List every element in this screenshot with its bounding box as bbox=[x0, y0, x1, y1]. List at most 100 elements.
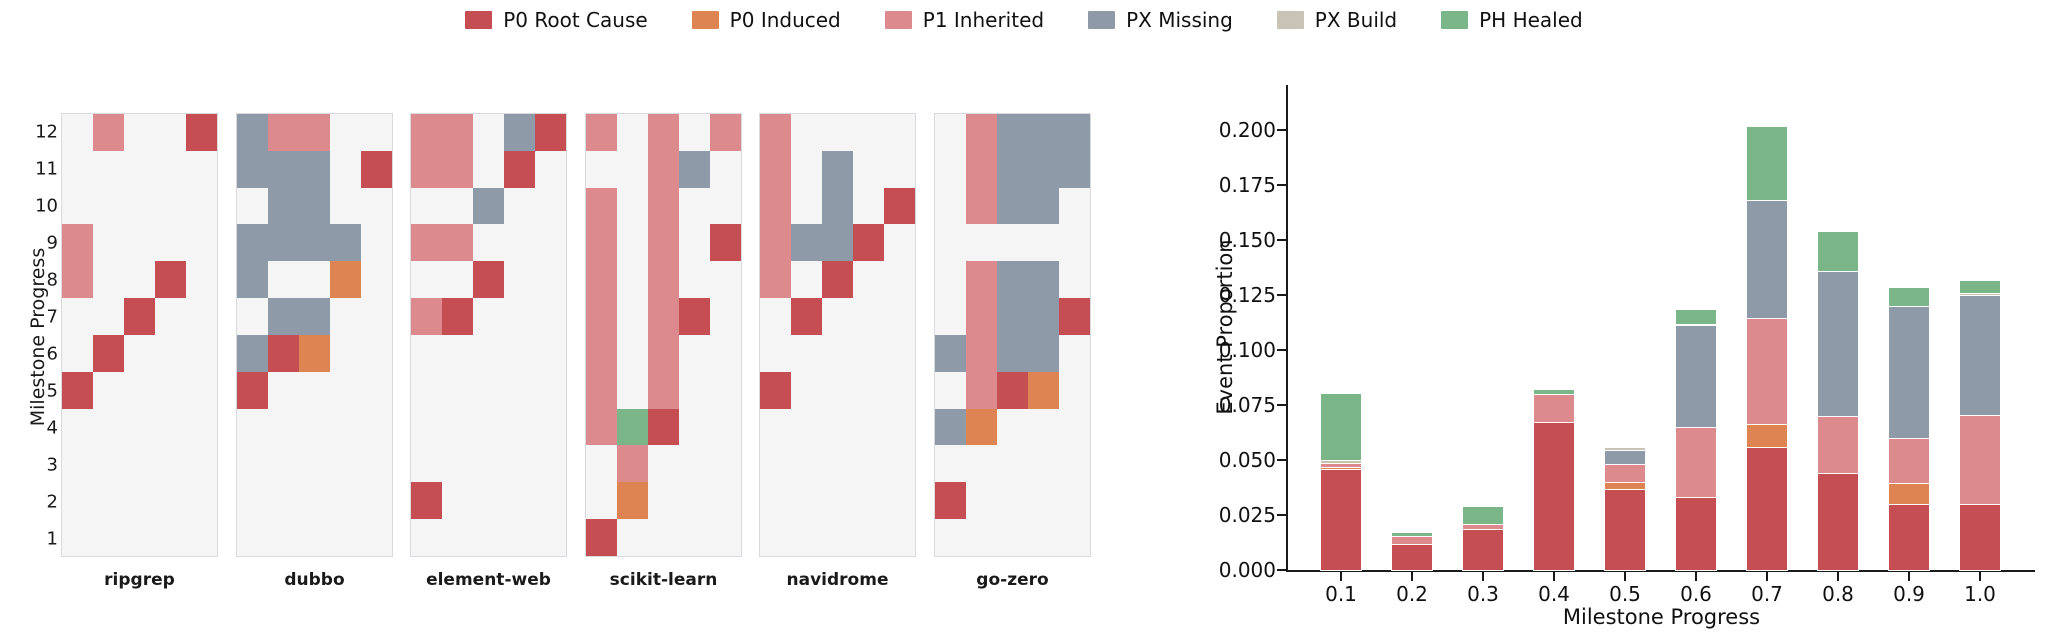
heatmap-cell-empty bbox=[268, 445, 299, 482]
y-tick-label: 0.150 bbox=[1218, 228, 1276, 252]
heatmap-cell-empty bbox=[361, 519, 392, 556]
legend-item-0: P0 Root Cause bbox=[465, 8, 648, 32]
bar-segment bbox=[1960, 414, 2000, 504]
heatmap-cell bbox=[617, 445, 648, 483]
heatmap-cell bbox=[93, 114, 124, 151]
heatmap-cell-empty bbox=[760, 298, 791, 335]
heatmap-cell-empty bbox=[411, 445, 442, 482]
bar-segment bbox=[1392, 543, 1432, 570]
heatmap-cell-empty bbox=[997, 519, 1028, 556]
heatmap-cell-empty bbox=[299, 482, 330, 519]
heatmap-cell-empty bbox=[1059, 409, 1090, 446]
heatmap-cell-empty bbox=[299, 261, 330, 298]
heatmap-cell-empty bbox=[504, 188, 535, 225]
heatmap-cell-empty bbox=[535, 445, 566, 482]
heatmap-cell bbox=[299, 224, 330, 262]
bar-segment bbox=[1960, 295, 2000, 415]
bar-segment bbox=[1392, 535, 1432, 544]
heatmap-cell-empty bbox=[884, 482, 915, 519]
heatmap-cell-empty bbox=[155, 151, 186, 188]
heatmap-cell bbox=[966, 408, 997, 446]
heatmap-cell-empty bbox=[966, 519, 997, 556]
heatmap-cell-empty bbox=[679, 335, 710, 372]
heatmap-cell-empty bbox=[679, 224, 710, 261]
heatmap-cell-empty bbox=[93, 151, 124, 188]
bar-segment bbox=[1463, 507, 1503, 524]
x-tick-label: 0.5 bbox=[1609, 582, 1641, 606]
heatmap-cell-empty bbox=[853, 298, 884, 335]
heatmap-cell-empty bbox=[186, 151, 217, 188]
bar-segment bbox=[1818, 270, 1858, 416]
heatmap-cell bbox=[1059, 298, 1090, 335]
heatmap-cell bbox=[884, 187, 915, 225]
heatmap-cell-empty bbox=[93, 482, 124, 519]
left-y-tick-label: 11 bbox=[35, 158, 58, 179]
x-tick-mark bbox=[1766, 572, 1768, 581]
heatmap-cell-empty bbox=[442, 372, 473, 409]
heatmap-cell-empty bbox=[822, 298, 853, 335]
heatmap-cell-empty bbox=[586, 445, 617, 482]
heatmap-cell-empty bbox=[710, 372, 741, 409]
left-y-tick-label: 10 bbox=[35, 195, 58, 216]
heatmap-cell-empty bbox=[268, 482, 299, 519]
heatmap-cell-empty bbox=[822, 372, 853, 409]
heatmap-cell-empty bbox=[822, 519, 853, 556]
bar-segment bbox=[1321, 463, 1361, 467]
heatmap-cell-empty bbox=[504, 482, 535, 519]
heatmap-cell-empty bbox=[361, 409, 392, 446]
heatmap-cell-empty bbox=[935, 261, 966, 298]
heatmap-panel-title: ripgrep bbox=[104, 570, 175, 590]
heatmap-cell bbox=[1028, 334, 1059, 372]
heatmap-cell bbox=[648, 298, 679, 335]
left-y-tick-label: 4 bbox=[46, 417, 58, 438]
heatmap-cell bbox=[1028, 187, 1059, 225]
heatmap-cell-empty bbox=[155, 445, 186, 482]
heatmap-cell-empty bbox=[535, 151, 566, 188]
heatmap-cell bbox=[648, 224, 679, 262]
heatmap-cell-empty bbox=[853, 335, 884, 372]
heatmap-cell-empty bbox=[186, 188, 217, 225]
heatmap-cell-empty bbox=[679, 482, 710, 519]
heatmap-cell-empty bbox=[473, 409, 504, 446]
x-tick-label: 1.0 bbox=[1964, 582, 1996, 606]
heatmap-cell-empty bbox=[1059, 372, 1090, 409]
heatmap-cell-empty bbox=[679, 372, 710, 409]
heatmap-cell-empty bbox=[155, 372, 186, 409]
legend-label: P0 Root Cause bbox=[503, 8, 648, 32]
heatmap-cell bbox=[935, 482, 966, 520]
left-y-tick-label: 8 bbox=[46, 269, 58, 290]
legend-swatch-icon bbox=[1276, 11, 1304, 29]
heatmap-cell-empty bbox=[442, 188, 473, 225]
heatmap-cell-empty bbox=[93, 224, 124, 261]
heatmap-cell-empty bbox=[853, 519, 884, 556]
heatmap-cell-empty bbox=[442, 482, 473, 519]
bar-segment bbox=[1321, 394, 1361, 460]
heatmap-cell bbox=[760, 114, 791, 151]
heatmap-cell-empty bbox=[586, 151, 617, 188]
heatmap-cell bbox=[473, 187, 504, 225]
heatmap-cell-empty bbox=[535, 409, 566, 446]
heatmap-cell-empty bbox=[935, 114, 966, 151]
left-y-tick-label: 7 bbox=[46, 306, 58, 327]
heatmap-cell-empty bbox=[884, 151, 915, 188]
heatmap-cell-empty bbox=[361, 261, 392, 298]
y-tick-label: 0.200 bbox=[1218, 118, 1276, 142]
y-tick-label: 0.050 bbox=[1218, 448, 1276, 472]
heatmap-panel-title: go-zero bbox=[976, 570, 1049, 590]
heatmap-cell-empty bbox=[62, 335, 93, 372]
legend-label: P0 Induced bbox=[729, 8, 841, 32]
heatmap-cell-empty bbox=[124, 335, 155, 372]
heatmap-cell-empty bbox=[791, 151, 822, 188]
heatmap-cell-empty bbox=[361, 445, 392, 482]
heatmap-cell bbox=[268, 224, 299, 262]
heatmap-cell-empty bbox=[535, 188, 566, 225]
bar-segment bbox=[1605, 464, 1645, 482]
heatmap-cell bbox=[791, 298, 822, 335]
heatmap-cell bbox=[299, 187, 330, 225]
heatmap-cell-empty bbox=[330, 372, 361, 409]
heatmap-cell bbox=[822, 261, 853, 299]
x-tick-mark bbox=[1624, 572, 1626, 581]
heatmap-cell bbox=[299, 334, 330, 372]
heatmap-cell-empty bbox=[330, 335, 361, 372]
heatmap-cell-empty bbox=[853, 151, 884, 188]
